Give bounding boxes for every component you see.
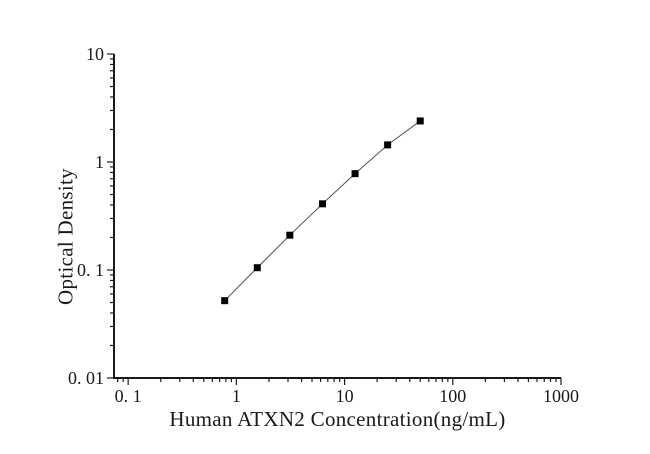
y-axis-title: Optical Density	[53, 168, 78, 305]
y-ticks	[107, 53, 114, 379]
y-tick-label: 0. 1	[77, 260, 104, 280]
y-tick-label: 1	[95, 152, 104, 172]
x-tick-label: 1	[232, 386, 241, 406]
x-tick-label: 100	[439, 386, 466, 406]
x-tick-label: 0. 1	[115, 386, 142, 406]
x-tick-labels: 0. 1 1 10 100 1000	[115, 386, 579, 406]
x-axis-title: Human ATXN2 Concentration(ng/mL)	[169, 407, 506, 431]
y-tick-label: 10	[86, 44, 104, 64]
data-point-marker	[351, 170, 359, 178]
x-ticks	[117, 378, 562, 385]
data-point-marker	[221, 297, 229, 305]
data-points	[221, 117, 424, 305]
x-tick-label: 10	[336, 386, 354, 406]
y-tick-label: 0. 01	[68, 368, 104, 388]
data-point-marker	[253, 264, 261, 272]
data-point-marker	[318, 200, 326, 208]
data-point-marker	[416, 117, 424, 125]
y-tick-labels: 0. 01 0. 1 1 10	[68, 44, 104, 388]
data-point-marker	[384, 141, 392, 149]
data-point-marker	[286, 231, 294, 239]
x-tick-label: 1000	[543, 386, 579, 406]
